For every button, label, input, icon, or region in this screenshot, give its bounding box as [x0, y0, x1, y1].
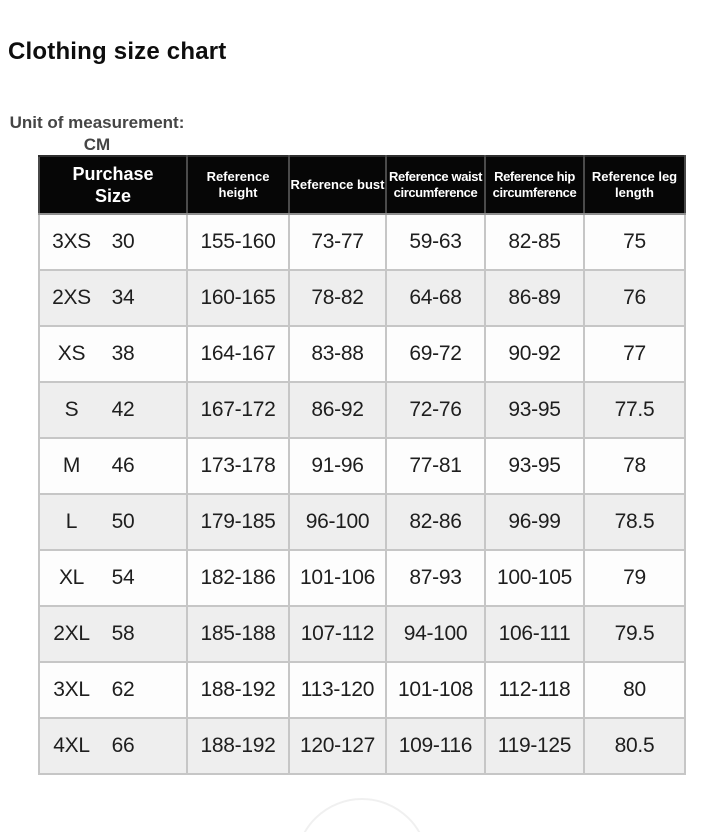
reference-leg-length-cell: 78 [583, 437, 686, 495]
table-row: 2XL 58 185-188 107-112 94-100 106-111 79.5 [38, 605, 686, 663]
reference-hip-cell: 93-95 [484, 437, 585, 495]
reference-leg-length-cell: 80 [583, 661, 686, 719]
size-number-cell: 54 [103, 549, 188, 607]
reference-bust-cell: 96-100 [288, 493, 387, 551]
table-row: S 42 167-172 86-92 72-76 93-95 77.5 [38, 381, 686, 439]
size-label-cell: S [38, 381, 103, 439]
reference-bust-cell: 107-112 [288, 605, 387, 663]
header-reference-waist: Reference waist circumference [385, 155, 486, 215]
size-number-cell: 50 [103, 493, 188, 551]
size-number-cell: 58 [103, 605, 188, 663]
reference-waist-cell: 94-100 [385, 605, 486, 663]
reference-bust-cell: 86-92 [288, 381, 387, 439]
reference-leg-length-cell: 79 [583, 549, 686, 607]
reference-bust-cell: 101-106 [288, 549, 387, 607]
reference-bust-cell: 73-77 [288, 213, 387, 271]
size-number-cell: 34 [103, 269, 188, 327]
reference-height-cell: 155-160 [186, 213, 290, 271]
reference-height-cell: 188-192 [186, 661, 290, 719]
header-reference-height: Reference height [186, 155, 290, 215]
size-label-cell: M [38, 437, 103, 495]
reference-leg-length-cell: 77 [583, 325, 686, 383]
size-number-cell: 38 [103, 325, 188, 383]
reference-hip-cell: 93-95 [484, 381, 585, 439]
size-label-cell: 2XS [38, 269, 103, 327]
reference-height-cell: 160-165 [186, 269, 290, 327]
reference-hip-cell: 96-99 [484, 493, 585, 551]
reference-bust-cell: 83-88 [288, 325, 387, 383]
unit-of-measurement-note: Unit of measurement: CM [9, 113, 185, 155]
reference-bust-cell: 120-127 [288, 717, 387, 775]
size-label-cell: XL [38, 549, 103, 607]
table-row: M 46 173-178 91-96 77-81 93-95 78 [38, 437, 686, 495]
size-label-cell: 3XL [38, 661, 103, 719]
reference-waist-cell: 87-93 [385, 549, 486, 607]
reference-leg-length-cell: 75 [583, 213, 686, 271]
reference-hip-cell: 106-111 [484, 605, 585, 663]
reference-bust-cell: 78-82 [288, 269, 387, 327]
watermark-arc [295, 798, 429, 832]
reference-waist-cell: 69-72 [385, 325, 486, 383]
reference-waist-cell: 77-81 [385, 437, 486, 495]
size-label-cell: L [38, 493, 103, 551]
reference-waist-cell: 64-68 [385, 269, 486, 327]
reference-waist-cell: 72-76 [385, 381, 486, 439]
size-number-cell: 30 [103, 213, 188, 271]
size-label-cell: 2XL [38, 605, 103, 663]
reference-leg-length-cell: 76 [583, 269, 686, 327]
table-row: XS 38 164-167 83-88 69-72 90-92 77 [38, 325, 686, 383]
reference-bust-cell: 113-120 [288, 661, 387, 719]
reference-hip-cell: 90-92 [484, 325, 585, 383]
reference-hip-cell: 82-85 [484, 213, 585, 271]
table-row: XL 54 182-186 101-106 87-93 100-105 79 [38, 549, 686, 607]
size-number-cell: 62 [103, 661, 188, 719]
reference-height-cell: 188-192 [186, 717, 290, 775]
reference-leg-length-cell: 79.5 [583, 605, 686, 663]
reference-hip-cell: 86-89 [484, 269, 585, 327]
reference-waist-cell: 109-116 [385, 717, 486, 775]
table-row: 2XS 34 160-165 78-82 64-68 86-89 76 [38, 269, 686, 327]
size-number-cell: 46 [103, 437, 188, 495]
reference-hip-cell: 112-118 [484, 661, 585, 719]
reference-leg-length-cell: 80.5 [583, 717, 686, 775]
header-reference-bust: Reference bust [288, 155, 387, 215]
reference-leg-length-cell: 78.5 [583, 493, 686, 551]
size-number-cell: 42 [103, 381, 188, 439]
size-label-cell: 3XS [38, 213, 103, 271]
size-chart-table: Purchase Size Reference height Reference… [38, 155, 686, 775]
header-purchase-size: Purchase Size [38, 155, 188, 215]
reference-leg-length-cell: 77.5 [583, 381, 686, 439]
reference-height-cell: 167-172 [186, 381, 290, 439]
reference-waist-cell: 82-86 [385, 493, 486, 551]
size-label-cell: 4XL [38, 717, 103, 775]
table-header: Purchase Size Reference height Reference… [38, 155, 686, 215]
size-number-cell: 66 [103, 717, 188, 775]
size-label-cell: XS [38, 325, 103, 383]
page-title: Clothing size chart [8, 38, 227, 65]
reference-height-cell: 179-185 [186, 493, 290, 551]
reference-height-cell: 173-178 [186, 437, 290, 495]
header-reference-hip: Reference hip circumference [484, 155, 585, 215]
reference-hip-cell: 100-105 [484, 549, 585, 607]
reference-hip-cell: 119-125 [484, 717, 585, 775]
header-reference-leg-length: Reference leg length [583, 155, 686, 215]
table-row: 3XS 30 155-160 73-77 59-63 82-85 75 [38, 213, 686, 271]
reference-bust-cell: 91-96 [288, 437, 387, 495]
table-row: 4XL 66 188-192 120-127 109-116 119-125 80.5 [38, 717, 686, 775]
reference-waist-cell: 59-63 [385, 213, 486, 271]
reference-height-cell: 185-188 [186, 605, 290, 663]
table-row: L 50 179-185 96-100 82-86 96-99 78.5 [38, 493, 686, 551]
table-row: 3XL 62 188-192 113-120 101-108 112-118 80 [38, 661, 686, 719]
reference-waist-cell: 101-108 [385, 661, 486, 719]
table-body: 3XS 30 155-160 73-77 59-63 82-85 75 2XS 34 160-16… [38, 213, 686, 775]
header-row: Purchase Size Reference height Reference… [38, 155, 686, 215]
reference-height-cell: 182-186 [186, 549, 290, 607]
reference-height-cell: 164-167 [186, 325, 290, 383]
